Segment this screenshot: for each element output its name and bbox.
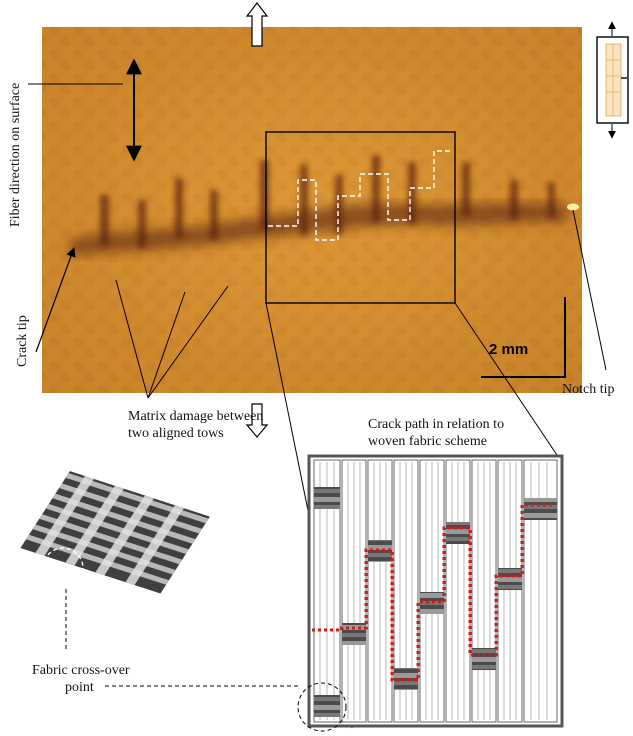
crossover-label-2: point (65, 680, 94, 695)
crossover-label-1: Fabric cross-over (32, 663, 130, 678)
scale-bar: 2 mm (481, 297, 566, 378)
crack-path-label-1: Crack path in relation to (368, 417, 504, 432)
crossover-circle (42, 547, 84, 589)
woven-fabric-3d-icon (20, 471, 210, 594)
crack-spikes (100, 155, 555, 248)
scale-bar-label: 2 mm (489, 341, 528, 358)
crack-tip-arrow (35, 247, 76, 353)
matrix-damage-label-1: Matrix damage between (128, 409, 263, 424)
load-arrow-up-icon (245, 2, 269, 47)
crack-path-label-2: woven fabric scheme (368, 434, 487, 449)
fabric-scheme (297, 454, 564, 732)
crack-path-dashed (268, 150, 452, 241)
fabric-crack-path (312, 503, 552, 682)
notch-tip-label: Notch tip (562, 382, 615, 397)
specimen-thumbnail-icon (596, 21, 629, 139)
specimen-photo (42, 27, 582, 393)
crack-band (70, 202, 568, 256)
matrix-damage-leaders (115, 279, 229, 399)
crack-tip-label: Crack tip (15, 315, 30, 367)
fiber-direction-label: Fiber direction on surface (8, 83, 23, 227)
zoom-inset-box (265, 131, 456, 304)
matrix-damage-label-2: two aligned tows (128, 426, 224, 441)
notch-tip-marker (567, 203, 579, 211)
warp-tows (313, 459, 558, 723)
scheme-crossover-circle (297, 682, 347, 732)
inset-leader-right (454, 302, 560, 459)
notch-tip-leader (572, 209, 607, 371)
load-arrow-down-icon (245, 403, 269, 438)
